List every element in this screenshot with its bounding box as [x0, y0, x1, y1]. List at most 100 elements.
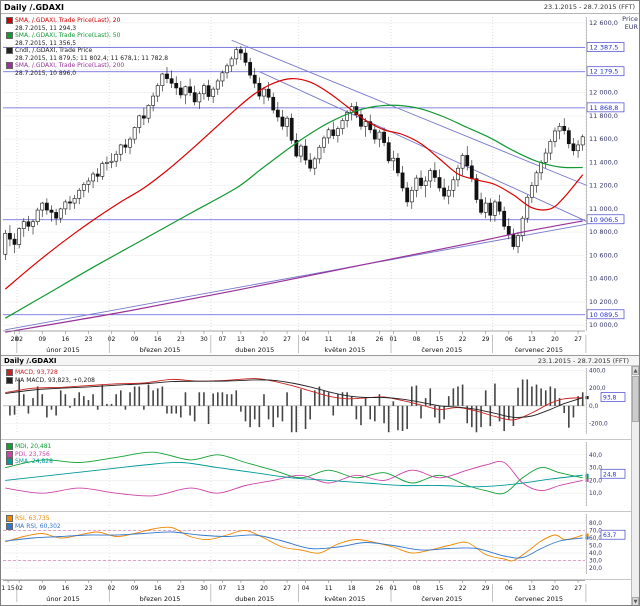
legend-swatch: [6, 376, 13, 384]
candle-up: [543, 152, 548, 163]
series-end-marker: [585, 396, 589, 400]
level-label: 10 906,5: [590, 216, 619, 224]
day-label: 20: [551, 585, 559, 592]
candle-up: [299, 145, 303, 157]
candle-down: [432, 170, 437, 178]
main-chart-legend: SMA, /.GDAXI, Trade Price(Last), 20 28.7…: [6, 17, 168, 77]
legend-name: MA RSI, 60,302: [15, 522, 61, 530]
day-label: 07: [219, 585, 227, 592]
candle-down: [372, 129, 377, 140]
legend-value: 28.7.2015, 11 356,5: [15, 39, 77, 47]
candle-up: [118, 144, 123, 155]
legend-entry-candle[interactable]: Cndl, /.GDAXI, Trade Price 28.7.2015, 11…: [6, 47, 168, 62]
y-tick-label: 20,0: [589, 478, 602, 484]
y-tick-label: 11 600,0: [589, 135, 618, 143]
macd-panel[interactable]: 400,0 200,0 0,0 -200,0 93,8: [1, 366, 640, 440]
dmi-panel[interactable]: 40,0 30,0 20,0 10,0 24,8: [1, 440, 640, 512]
scroll-down-icon[interactable]: ▼: [632, 597, 639, 605]
candle-down: [474, 178, 479, 200]
trend-line: [5, 223, 588, 331]
legend-swatch: [6, 443, 13, 451]
day-label: 27: [283, 585, 291, 592]
day-label: 29: [482, 585, 490, 592]
candle-down: [54, 212, 59, 219]
axis-marker-box: [600, 529, 626, 540]
day-label: 01: [389, 585, 397, 592]
day-label: 16: [62, 336, 70, 343]
candle-down: [506, 226, 511, 235]
candle-up: [493, 201, 497, 216]
day-label: 27: [574, 336, 582, 343]
rsi-legend[interactable]: RSI, 63,735 MA RSI, 60,302: [6, 515, 61, 530]
candle-up: [58, 208, 63, 219]
candle-down: [178, 87, 183, 96]
scroll-up-icon[interactable]: ▲: [632, 366, 639, 375]
candle-down: [123, 144, 128, 148]
candle-up: [326, 129, 331, 139]
day-label: 02: [15, 585, 23, 592]
dmi-legend[interactable]: MDI, 20,481 PDI, 23,756 SMA, 24,828: [6, 443, 53, 466]
candle-down: [248, 62, 253, 76]
candle-down: [386, 142, 391, 162]
y-tick-label: 11 000,0: [589, 205, 618, 213]
candle-down: [442, 187, 447, 197]
macd-legend[interactable]: MACD, 93,728 MA MACD, 93,823, +0,208: [6, 369, 95, 384]
sma-50-line: [4, 104, 583, 319]
candle-up: [377, 131, 382, 140]
candle-up: [391, 157, 396, 162]
candle-up: [81, 184, 86, 191]
candle-up: [548, 141, 553, 154]
axis-title-price: Price: [622, 15, 638, 23]
candle-down: [275, 109, 280, 118]
candle-up: [580, 136, 585, 146]
legend-swatch: [6, 458, 13, 466]
day-label: 29: [482, 336, 490, 343]
y-tick-label: 10 200,0: [589, 298, 618, 306]
candle-up: [197, 93, 202, 103]
month-label: duben 2015: [235, 595, 274, 603]
day-label: 02: [108, 336, 116, 343]
legend-swatch: [6, 47, 13, 55]
scrollbar-thumb[interactable]: [632, 376, 639, 422]
rsi-panel[interactable]: 80,0 70,060,0 50,040,0 30,020,0 63,7: [1, 512, 640, 580]
day-label: 30: [200, 336, 208, 343]
day-label: 04: [302, 336, 310, 343]
y-tick-label: 10 400,0: [589, 275, 618, 283]
y-tick-label: 70,0: [589, 529, 602, 535]
month-label: květen 2015: [324, 595, 365, 603]
candle-up: [77, 189, 82, 199]
y-tick-label: 12 000,0: [589, 89, 618, 97]
candle-up: [525, 196, 530, 219]
month-label: červen 2015: [421, 595, 462, 603]
legend-entry-sma20[interactable]: SMA, /.GDAXI, Trade Price(Last), 20 28.7…: [6, 17, 168, 32]
day-label: 26: [376, 336, 384, 343]
y-tick-label: 20,0: [589, 566, 602, 572]
candle-down: [44, 202, 49, 211]
candle-down: [294, 139, 299, 157]
candle-down: [303, 145, 308, 161]
legend-entry-sma200[interactable]: SMA, /.GDAXI, Trade Price(Last), 200 28.…: [6, 62, 168, 77]
main-price-chart[interactable]: 12 600,012 400,012 200,012 000,011 800,0…: [1, 14, 640, 355]
candle-up: [211, 88, 216, 97]
pdi-line: [5, 461, 583, 497]
y-tick-label: 0,0: [589, 404, 599, 410]
y-tick-label: 30,0: [589, 466, 602, 472]
day-label: 13: [237, 585, 245, 592]
candle-up: [363, 121, 368, 127]
candle-up: [105, 162, 109, 164]
sma-line: [5, 461, 583, 488]
trend-line: [231, 39, 588, 187]
candle-down: [141, 115, 146, 119]
candle-up: [534, 172, 539, 186]
legend-entry-sma50[interactable]: SMA, /.GDAXI, Trade Price(Last), 50 28.7…: [6, 32, 168, 47]
day-label: 23: [85, 585, 93, 592]
y-tick-label: 40,0: [589, 453, 602, 459]
axis-marker-label: 93,8: [603, 395, 617, 402]
level-label-box: [586, 102, 625, 113]
candle-down: [497, 201, 502, 212]
indicator-scrollbar[interactable]: ▲ ▼: [631, 366, 639, 605]
candle-up: [460, 155, 465, 169]
legend-value: 28.7.2015, 11 294,3: [15, 24, 77, 32]
legend-name: Cndl, /.GDAXI, Trade Price: [15, 47, 93, 54]
candle-up: [137, 115, 142, 128]
